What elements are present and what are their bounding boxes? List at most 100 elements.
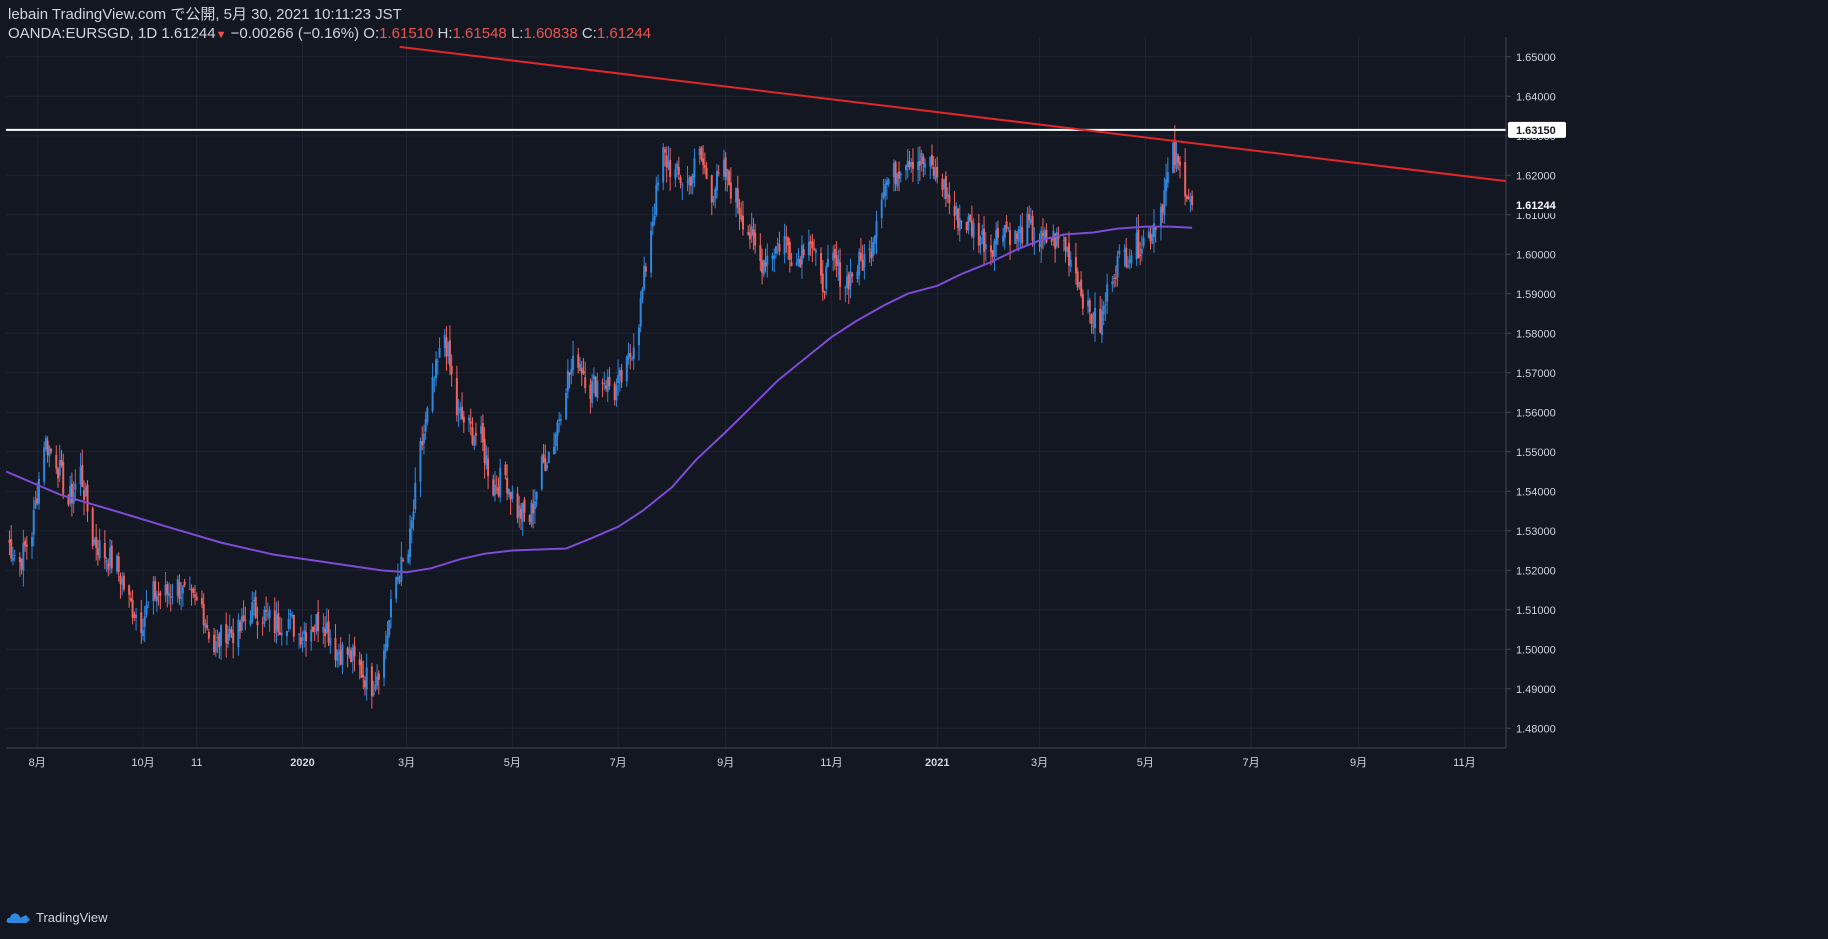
candle-body bbox=[421, 441, 424, 446]
candle-body bbox=[346, 647, 349, 655]
candle-body bbox=[766, 255, 769, 266]
candle-body bbox=[1019, 226, 1022, 234]
candle-body bbox=[438, 347, 441, 358]
candle-body bbox=[995, 229, 998, 245]
candle-body bbox=[277, 612, 280, 633]
y-tick-label: 1.65000 bbox=[1516, 52, 1556, 64]
candles bbox=[8, 125, 1194, 709]
candle-body bbox=[934, 167, 937, 180]
last-price-label-bg bbox=[1508, 197, 1566, 214]
hline-price-label: 1.63150 bbox=[1516, 125, 1556, 137]
candle-body bbox=[601, 382, 604, 384]
candle-body bbox=[922, 156, 925, 164]
candle-body bbox=[303, 630, 306, 635]
candle-body bbox=[594, 376, 597, 397]
candle-body bbox=[715, 170, 718, 191]
candle-body bbox=[424, 419, 427, 432]
candle-body bbox=[970, 220, 973, 236]
x-tick-label: 10月 bbox=[131, 757, 154, 769]
candle-body bbox=[676, 163, 679, 169]
candle-body bbox=[700, 147, 703, 160]
x-tick-label: 3月 bbox=[398, 757, 415, 769]
candle-body bbox=[372, 692, 375, 696]
candle-body bbox=[31, 536, 34, 547]
candle-body bbox=[299, 637, 302, 645]
brand-label: TradingView bbox=[36, 910, 108, 925]
candle-body bbox=[741, 216, 744, 230]
candle-body bbox=[317, 611, 320, 632]
candle-body bbox=[495, 488, 498, 490]
candle-body bbox=[383, 650, 386, 678]
candle-body bbox=[324, 628, 327, 636]
candle-body bbox=[10, 539, 13, 559]
candle-body bbox=[1080, 279, 1083, 296]
candle-body bbox=[833, 248, 836, 259]
symbol-label[interactable]: OANDA:EURSGD, 1D bbox=[8, 25, 158, 42]
tradingview-branding[interactable]: TradingView bbox=[6, 910, 108, 925]
candle-body bbox=[1009, 230, 1012, 246]
candle-body bbox=[244, 619, 247, 621]
candle-body bbox=[129, 598, 132, 601]
y-tick-label: 1.64000 bbox=[1516, 91, 1556, 103]
candle-body bbox=[1026, 213, 1029, 245]
candle-body bbox=[122, 575, 125, 590]
candle-body bbox=[788, 241, 791, 260]
candle-body bbox=[334, 637, 337, 661]
candle-body bbox=[528, 515, 531, 522]
candle-body bbox=[977, 223, 980, 246]
candle-body bbox=[341, 644, 344, 665]
candle-body bbox=[615, 385, 618, 401]
candle-body bbox=[1102, 305, 1105, 315]
candle-body bbox=[584, 377, 587, 388]
candle-body bbox=[1191, 195, 1194, 206]
candle-body bbox=[899, 173, 902, 176]
candle-body bbox=[1062, 239, 1065, 241]
candle-body bbox=[851, 273, 854, 277]
candle-body bbox=[613, 383, 616, 400]
candle-body bbox=[348, 648, 351, 657]
candle-body bbox=[251, 602, 254, 623]
candle-body bbox=[795, 262, 798, 266]
candle-body bbox=[98, 540, 101, 559]
candle-body bbox=[159, 592, 162, 596]
candle-body bbox=[932, 167, 935, 176]
candle-body bbox=[93, 539, 96, 544]
candle-body bbox=[140, 612, 143, 633]
candle-body bbox=[653, 215, 656, 221]
candle-body bbox=[655, 184, 658, 215]
candle-body bbox=[920, 152, 923, 165]
candle-body bbox=[329, 638, 332, 646]
candle-body bbox=[747, 231, 750, 235]
candle-body bbox=[558, 419, 561, 422]
candle-body bbox=[870, 251, 873, 259]
candle-body bbox=[298, 633, 301, 635]
candle-body bbox=[783, 236, 786, 255]
candle-body bbox=[32, 509, 35, 535]
candle-body bbox=[228, 628, 231, 638]
candle-body bbox=[169, 596, 172, 598]
y-tick-label: 1.50000 bbox=[1516, 644, 1556, 656]
candle-body bbox=[105, 560, 108, 563]
candle-body bbox=[1172, 143, 1175, 173]
candle-body bbox=[1128, 259, 1131, 264]
candle-body bbox=[996, 228, 999, 238]
candle-body bbox=[1087, 300, 1090, 307]
candle-body bbox=[1081, 294, 1084, 309]
x-tick-label: 11 bbox=[191, 757, 202, 769]
candle-body bbox=[398, 580, 401, 582]
candle-body bbox=[497, 486, 500, 496]
candle-body bbox=[1007, 228, 1010, 230]
candle-body bbox=[906, 160, 909, 167]
candle-body bbox=[993, 240, 996, 257]
y-tick-label: 1.48000 bbox=[1516, 723, 1556, 735]
candle-body bbox=[305, 632, 307, 641]
candle-body bbox=[750, 226, 753, 237]
candle-body bbox=[663, 149, 666, 153]
candle-body bbox=[1017, 229, 1020, 242]
close-label: C: bbox=[581, 25, 597, 42]
candle-body bbox=[785, 237, 788, 239]
ohlc-legend: OANDA:EURSGD, 1D 1.61244▼ −0.00266 (−0.1… bbox=[8, 24, 651, 45]
candle-body bbox=[894, 161, 897, 184]
candle-body bbox=[74, 483, 77, 490]
